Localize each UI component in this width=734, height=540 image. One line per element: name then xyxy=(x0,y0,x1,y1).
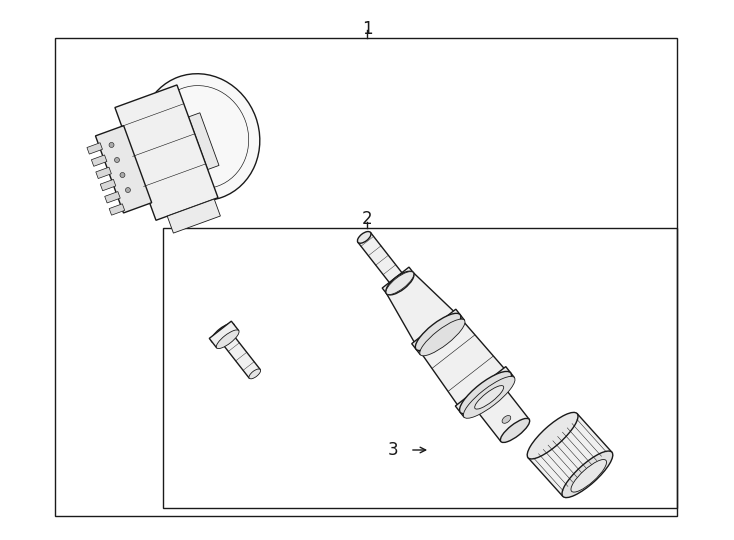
Ellipse shape xyxy=(126,187,131,193)
Bar xyxy=(209,321,239,348)
Ellipse shape xyxy=(562,451,613,498)
Ellipse shape xyxy=(217,330,239,348)
Bar xyxy=(87,143,103,154)
Bar xyxy=(95,126,152,213)
Bar xyxy=(109,204,125,215)
Ellipse shape xyxy=(420,319,465,356)
Bar xyxy=(382,267,418,299)
Bar xyxy=(167,199,220,233)
Ellipse shape xyxy=(527,413,578,459)
Bar xyxy=(475,386,529,442)
Ellipse shape xyxy=(475,386,504,409)
Bar xyxy=(528,414,612,496)
Bar xyxy=(91,155,107,166)
Text: 2: 2 xyxy=(362,210,372,228)
Ellipse shape xyxy=(249,369,261,379)
Ellipse shape xyxy=(571,460,606,492)
Bar xyxy=(358,232,406,288)
Bar xyxy=(189,113,219,170)
Ellipse shape xyxy=(120,172,125,178)
Ellipse shape xyxy=(501,418,530,442)
Ellipse shape xyxy=(386,271,414,295)
Ellipse shape xyxy=(109,143,114,147)
Bar xyxy=(96,167,112,179)
Ellipse shape xyxy=(141,73,260,200)
Polygon shape xyxy=(418,316,509,411)
Ellipse shape xyxy=(502,415,511,423)
Bar xyxy=(163,228,677,508)
Ellipse shape xyxy=(115,158,120,163)
Ellipse shape xyxy=(463,376,515,419)
Text: 3: 3 xyxy=(388,441,398,459)
Ellipse shape xyxy=(357,232,371,243)
Ellipse shape xyxy=(211,323,234,342)
Bar xyxy=(222,335,261,378)
Polygon shape xyxy=(387,273,459,348)
Bar xyxy=(412,309,465,355)
Ellipse shape xyxy=(415,313,461,350)
Bar xyxy=(115,85,218,220)
Text: 1: 1 xyxy=(362,20,372,38)
Bar xyxy=(105,192,120,203)
Ellipse shape xyxy=(386,272,414,294)
Ellipse shape xyxy=(459,372,512,414)
Bar xyxy=(101,179,116,191)
Bar xyxy=(55,38,677,516)
Bar xyxy=(455,367,515,417)
